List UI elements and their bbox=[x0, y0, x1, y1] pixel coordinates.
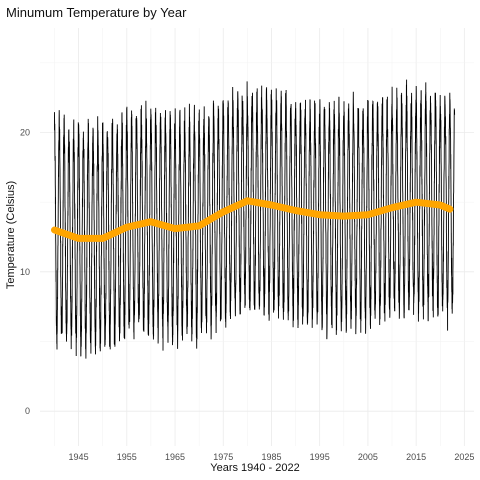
y-tick-label: 20 bbox=[20, 128, 30, 138]
x-tick-label: 1975 bbox=[213, 452, 233, 462]
x-tick-label: 1955 bbox=[117, 452, 137, 462]
x-tick-label: 1995 bbox=[310, 452, 330, 462]
y-axis-ticks: 0 10 20 bbox=[20, 128, 30, 417]
temperature-series bbox=[54, 79, 456, 359]
y-axis-title: Temperature (Celsius) bbox=[5, 181, 17, 289]
trend-series bbox=[51, 197, 454, 242]
x-axis-ticks: 1945 1955 1965 1975 1985 1995 2005 2015 2025 bbox=[69, 452, 475, 462]
x-axis-title: Years 1940 - 2022 bbox=[210, 462, 300, 474]
x-tick-label: 1985 bbox=[261, 452, 281, 462]
grid-lines bbox=[40, 28, 474, 446]
trend-line bbox=[51, 197, 454, 242]
x-tick-label: 2025 bbox=[454, 452, 474, 462]
y-tick-label: 0 bbox=[25, 406, 30, 416]
chart-title: Minumum Temperature by Year bbox=[6, 5, 187, 20]
temperature-line bbox=[54, 79, 456, 359]
x-tick-label: 2005 bbox=[358, 452, 378, 462]
x-tick-label: 1945 bbox=[69, 452, 89, 462]
x-tick-label: 1965 bbox=[165, 452, 185, 462]
y-tick-label: 10 bbox=[20, 267, 30, 277]
x-tick-label: 2015 bbox=[406, 452, 426, 462]
